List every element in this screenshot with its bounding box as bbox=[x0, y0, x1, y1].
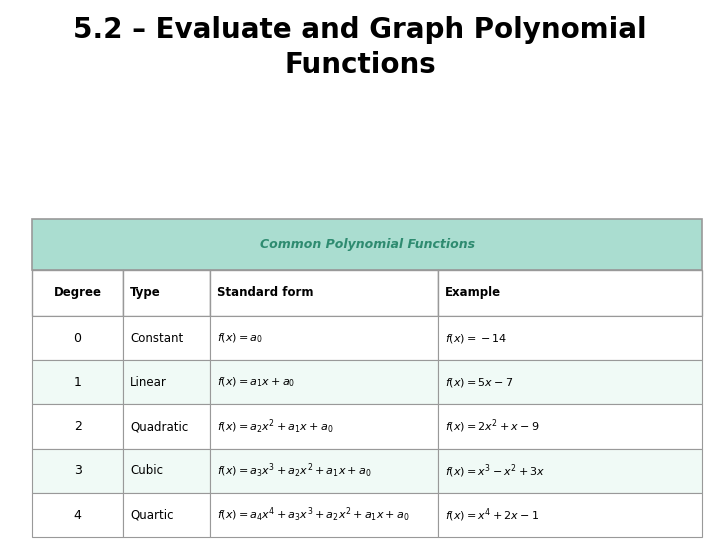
Bar bbox=[438, 270, 702, 316]
Text: Example: Example bbox=[445, 286, 501, 300]
Bar bbox=[32, 404, 123, 449]
Text: Common Polynomial Functions: Common Polynomial Functions bbox=[260, 238, 474, 251]
Bar bbox=[123, 360, 210, 404]
Text: 2: 2 bbox=[73, 420, 81, 433]
Text: Quartic: Quartic bbox=[130, 509, 174, 522]
Text: $f(x) = a_2x^2 + a_1x + a_0$: $f(x) = a_2x^2 + a_1x + a_0$ bbox=[217, 417, 333, 436]
Bar bbox=[32, 360, 123, 404]
Text: $f(x) = -14$: $f(x) = -14$ bbox=[445, 332, 507, 345]
Bar bbox=[438, 360, 702, 404]
Bar bbox=[210, 404, 438, 449]
Bar bbox=[210, 493, 438, 537]
Text: $f(x) = 2x^2 + x - 9$: $f(x) = 2x^2 + x - 9$ bbox=[445, 418, 539, 435]
Text: 3: 3 bbox=[73, 464, 81, 477]
Text: Cubic: Cubic bbox=[130, 464, 163, 477]
Bar bbox=[438, 449, 702, 493]
Bar bbox=[123, 449, 210, 493]
Bar bbox=[32, 219, 702, 270]
Text: 4: 4 bbox=[73, 509, 81, 522]
Bar bbox=[210, 270, 438, 316]
Text: Standard form: Standard form bbox=[217, 286, 313, 300]
Bar bbox=[123, 404, 210, 449]
Text: $f(x) = a_4x^4 + a_3x^3 + a_2x^2 + a_1x + a_0$: $f(x) = a_4x^4 + a_3x^3 + a_2x^2 + a_1x … bbox=[217, 506, 410, 524]
Text: Constant: Constant bbox=[130, 332, 184, 345]
Bar bbox=[210, 360, 438, 404]
Text: $f(x) = a_0$: $f(x) = a_0$ bbox=[217, 331, 263, 345]
Text: $f(x) = x^4 + 2x - 1$: $f(x) = x^4 + 2x - 1$ bbox=[445, 507, 539, 524]
Text: $f(x) = a_1x + a_0$: $f(x) = a_1x + a_0$ bbox=[217, 375, 295, 389]
Bar bbox=[438, 493, 702, 537]
Text: 0: 0 bbox=[73, 332, 81, 345]
Bar bbox=[32, 316, 123, 360]
Text: Linear: Linear bbox=[130, 376, 167, 389]
Bar bbox=[32, 493, 123, 537]
Bar bbox=[210, 449, 438, 493]
Bar bbox=[123, 493, 210, 537]
Bar bbox=[123, 270, 210, 316]
Text: Quadratic: Quadratic bbox=[130, 420, 188, 433]
Bar bbox=[438, 404, 702, 449]
Text: Degree: Degree bbox=[53, 286, 102, 300]
Bar bbox=[210, 316, 438, 360]
Bar bbox=[123, 316, 210, 360]
Text: 5.2 – Evaluate and Graph Polynomial
Functions: 5.2 – Evaluate and Graph Polynomial Func… bbox=[73, 16, 647, 79]
Bar bbox=[438, 316, 702, 360]
Text: $f(x) = 5x - 7$: $f(x) = 5x - 7$ bbox=[445, 376, 513, 389]
Bar bbox=[32, 270, 123, 316]
Text: 1: 1 bbox=[73, 376, 81, 389]
Text: Type: Type bbox=[130, 286, 161, 300]
Bar bbox=[32, 449, 123, 493]
Text: $f(x) = x^3 - x^2 + 3x$: $f(x) = x^3 - x^2 + 3x$ bbox=[445, 462, 545, 480]
Text: $f(x) = a_3x^3 + a_2x^2 + a_1x + a_0$: $f(x) = a_3x^3 + a_2x^2 + a_1x + a_0$ bbox=[217, 462, 372, 480]
